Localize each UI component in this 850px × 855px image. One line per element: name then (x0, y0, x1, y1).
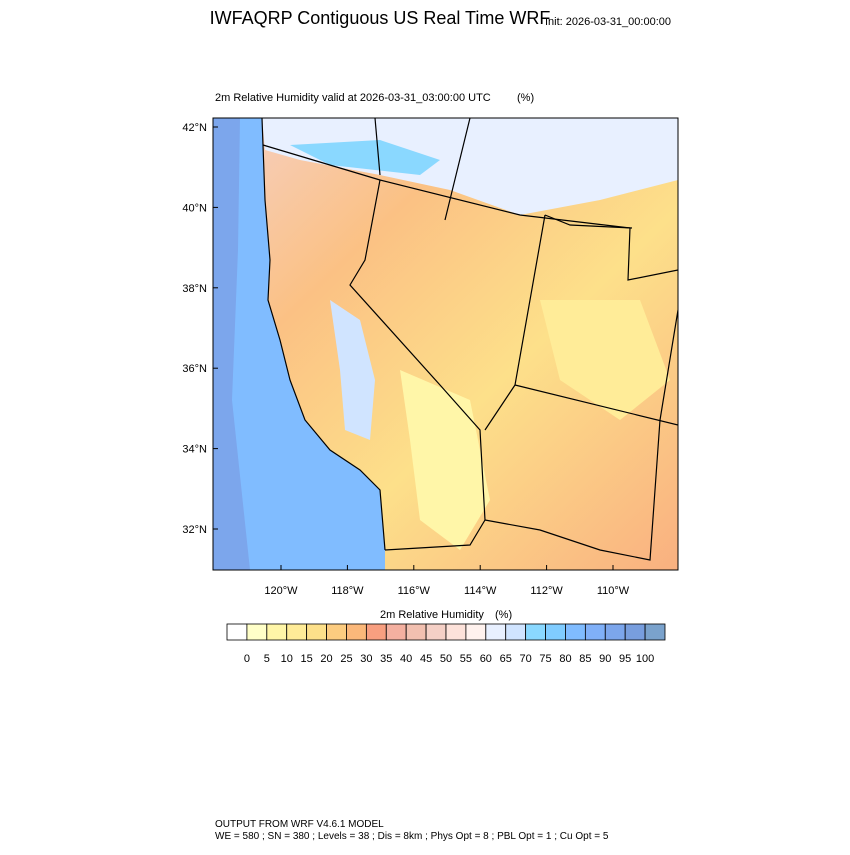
colorbar-label: 10 (281, 653, 293, 665)
map-frame (212, 117, 679, 571)
colorbar-swatch (465, 623, 487, 641)
sierra-moist (330, 300, 375, 440)
colorbar-label: 15 (301, 653, 313, 665)
borders (261, 118, 678, 561)
colorbar-label: 75 (539, 653, 551, 665)
colorbar-title: 2m Relative Humidity (380, 609, 484, 621)
init-time: Init: 2026-03-31_00:00:00 (545, 16, 671, 28)
colorbar-swatch (246, 623, 268, 641)
colorbar-label: 60 (480, 653, 492, 665)
colorbar-label: 95 (619, 653, 631, 665)
lat-label: 40°N (182, 202, 207, 214)
colorbar-swatch (604, 623, 626, 641)
colorbar-label: 0 (244, 653, 250, 665)
lon-axis: 120°W 118°W 116°W 114°W 112°W 110°W (264, 565, 630, 597)
colorbar-swatch (644, 623, 666, 641)
footer-line: WE = 580 ; SN = 380 ; Levels = 38 ; Dis … (215, 831, 609, 842)
colorbar-label: 85 (579, 653, 591, 665)
lon-label: 116°W (398, 585, 431, 597)
colorbar-swatch (226, 623, 248, 641)
lat-axis: 42°N 40°N 38°N 36°N 34°N 32°N (182, 122, 218, 536)
lat-label: 32°N (182, 524, 207, 536)
lat-label: 38°N (182, 283, 207, 295)
colorbar-swatch (405, 623, 427, 641)
footer-line: OUTPUT FROM WRF V4.6.1 MODEL (215, 819, 384, 830)
colorbar-swatch (365, 623, 387, 641)
colorbar-label: 40 (400, 653, 412, 665)
colorbar-label: 30 (360, 653, 372, 665)
subtitle-units: (%) (517, 92, 534, 104)
colorbar-swatch (505, 623, 527, 641)
title: IWFAQRP Contiguous US Real Time WRF (210, 8, 551, 28)
colorbar-label: 35 (380, 653, 392, 665)
colorbar-swatch (485, 623, 507, 641)
colorbar-swatch (286, 623, 308, 641)
lat-label: 34°N (182, 444, 207, 456)
colorbar-swatch (326, 623, 347, 641)
colorbar-swatch (346, 623, 367, 641)
subtitle: 2m Relative Humidity valid at 2026-03-31… (215, 92, 491, 104)
colorbar-swatch (624, 623, 646, 641)
lat-label: 36°N (182, 363, 207, 375)
colorbar-label: 80 (559, 653, 571, 665)
colorbar-label: 100 (636, 653, 654, 665)
plateau-dry (540, 300, 670, 420)
ocean (213, 118, 385, 570)
ocean-far (213, 118, 250, 570)
colorbar-swatch (445, 623, 467, 641)
lon-label: 118°W (331, 585, 364, 597)
colorbar-label: 5 (264, 653, 270, 665)
desert-dry (400, 370, 490, 550)
colorbar-swatch (565, 623, 586, 641)
colorbar-label: 50 (440, 653, 452, 665)
lon-label: 112°W (530, 585, 563, 597)
lon-label: 110°W (597, 585, 630, 597)
colorbar-units: (%) (495, 609, 512, 621)
colorbar-label: 20 (320, 653, 332, 665)
colorbar: 0 5 10 15 20 25 30 35 40 45 50 55 60 65 70 75 80 85 90 95 10… (226, 623, 666, 665)
colorbar-label: 90 (599, 653, 611, 665)
map (213, 118, 678, 570)
colorbar-label: 25 (340, 653, 352, 665)
colorbar-swatch (545, 623, 566, 641)
colorbar-swatch (425, 623, 447, 641)
colorbar-label: 55 (460, 653, 472, 665)
colorbar-swatch (306, 623, 327, 641)
colorbar-swatch (266, 623, 288, 641)
colorbar-label: 70 (520, 653, 532, 665)
colorbar-label: 45 (420, 653, 432, 665)
moist-patch (290, 140, 440, 175)
colorbar-swatch (385, 623, 407, 641)
lat-label: 42°N (182, 122, 207, 134)
colorbar-label: 65 (500, 653, 512, 665)
colorbar-swatch (584, 623, 606, 641)
colorbar-swatch (525, 623, 546, 641)
lon-label: 120°W (264, 585, 298, 597)
lon-label: 114°W (464, 585, 497, 597)
